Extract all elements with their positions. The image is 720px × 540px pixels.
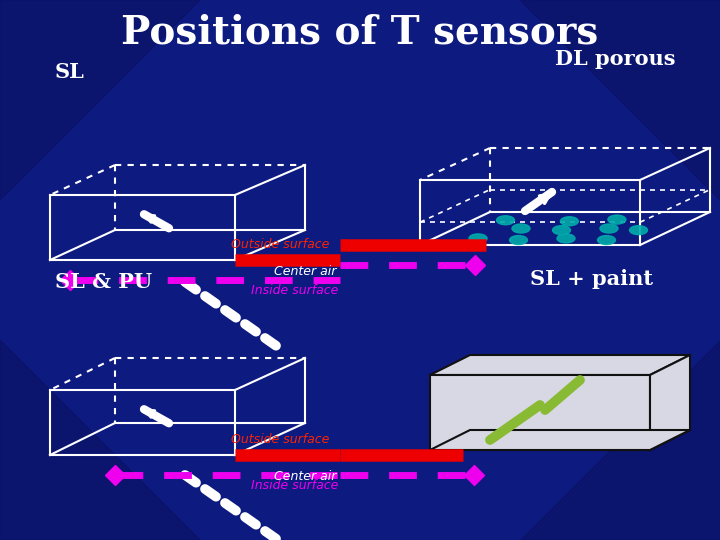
Text: Outside surface: Outside surface xyxy=(231,433,329,446)
Polygon shape xyxy=(520,0,720,200)
Polygon shape xyxy=(520,340,720,540)
Text: Inside surface: Inside surface xyxy=(251,284,338,297)
Polygon shape xyxy=(430,375,650,450)
Ellipse shape xyxy=(469,234,487,243)
Ellipse shape xyxy=(598,235,616,245)
Text: Inside surface: Inside surface xyxy=(251,479,338,492)
Polygon shape xyxy=(0,340,200,540)
Text: SL: SL xyxy=(55,62,85,82)
Ellipse shape xyxy=(629,226,647,235)
Ellipse shape xyxy=(552,226,570,235)
Text: SL + paint: SL + paint xyxy=(530,269,653,289)
Text: Outside surface: Outside surface xyxy=(231,238,329,251)
Ellipse shape xyxy=(512,224,530,233)
Text: SL & PU: SL & PU xyxy=(55,272,152,292)
Text: DL porous: DL porous xyxy=(555,49,675,69)
Ellipse shape xyxy=(557,234,575,243)
Ellipse shape xyxy=(497,216,515,225)
Text: Center air: Center air xyxy=(274,265,336,278)
Ellipse shape xyxy=(600,224,618,233)
Ellipse shape xyxy=(510,235,528,245)
Polygon shape xyxy=(430,355,690,375)
Ellipse shape xyxy=(608,215,626,224)
Polygon shape xyxy=(430,430,690,450)
Ellipse shape xyxy=(560,217,578,226)
Polygon shape xyxy=(0,0,200,200)
Polygon shape xyxy=(650,355,690,450)
Text: Positions of T sensors: Positions of T sensors xyxy=(122,13,598,51)
Text: Center air: Center air xyxy=(274,470,336,483)
